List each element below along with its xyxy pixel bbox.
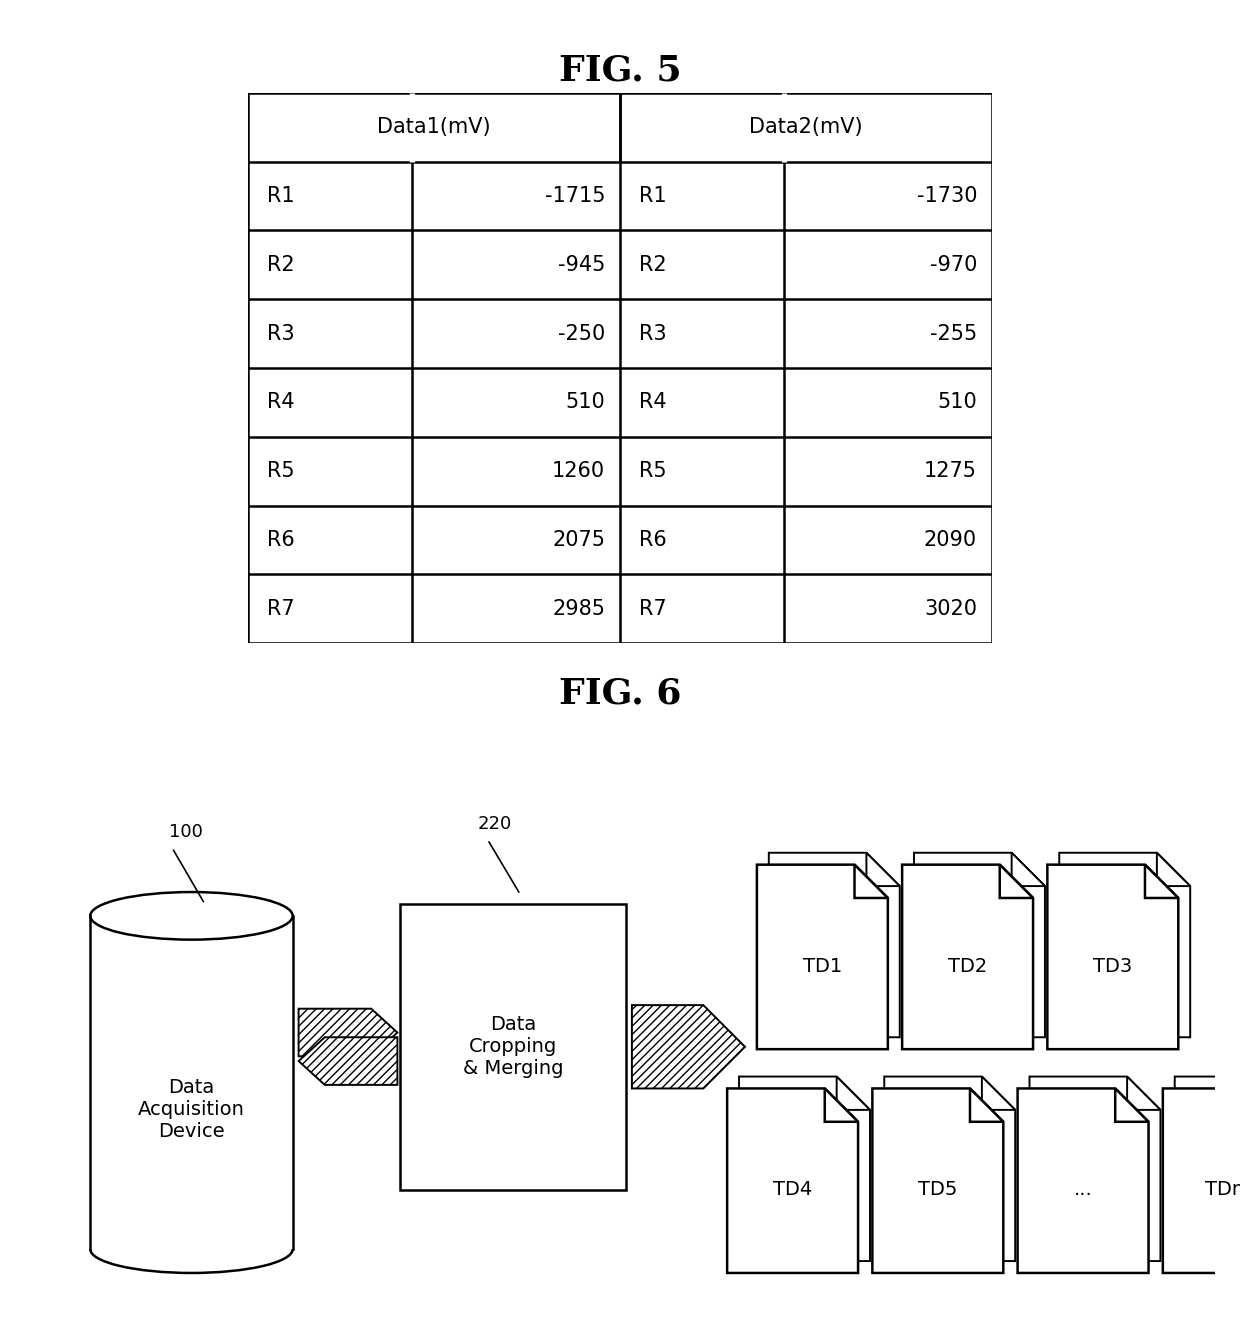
Polygon shape — [999, 865, 1033, 898]
Text: Data
Cropping
& Merging: Data Cropping & Merging — [463, 1016, 563, 1078]
Bar — [399, 904, 626, 1189]
Text: R3: R3 — [639, 324, 666, 343]
Text: 2985: 2985 — [552, 599, 605, 619]
Text: Data2(mV): Data2(mV) — [749, 117, 863, 137]
Text: 2075: 2075 — [552, 530, 605, 550]
Polygon shape — [1163, 1089, 1240, 1273]
Text: R4: R4 — [267, 392, 294, 412]
Polygon shape — [1018, 1089, 1148, 1273]
Text: R5: R5 — [639, 461, 666, 481]
Polygon shape — [756, 865, 888, 1049]
Polygon shape — [837, 1077, 870, 1110]
Polygon shape — [914, 853, 1045, 1037]
Text: TD2: TD2 — [947, 956, 987, 976]
Text: R7: R7 — [639, 599, 666, 619]
Text: R1: R1 — [267, 186, 294, 206]
Polygon shape — [1127, 1077, 1161, 1110]
Text: TDm: TDm — [1205, 1180, 1240, 1200]
Text: TD1: TD1 — [802, 956, 842, 976]
Text: -1730: -1730 — [916, 186, 977, 206]
Polygon shape — [1174, 1077, 1240, 1261]
Polygon shape — [1012, 853, 1045, 886]
Text: R6: R6 — [267, 530, 294, 550]
Text: R2: R2 — [267, 255, 294, 274]
Polygon shape — [1145, 865, 1178, 898]
Polygon shape — [769, 853, 900, 1037]
Polygon shape — [299, 1037, 397, 1085]
Polygon shape — [1059, 853, 1190, 1037]
Text: -970: -970 — [930, 255, 977, 274]
Text: -250: -250 — [558, 324, 605, 343]
Text: R5: R5 — [267, 461, 294, 481]
Text: Data1(mV): Data1(mV) — [377, 117, 491, 137]
Polygon shape — [825, 1089, 858, 1122]
Polygon shape — [854, 865, 888, 898]
Text: R4: R4 — [639, 392, 666, 412]
Text: 510: 510 — [565, 392, 605, 412]
Polygon shape — [632, 1005, 745, 1089]
Polygon shape — [903, 865, 1033, 1049]
Polygon shape — [970, 1089, 1003, 1122]
Polygon shape — [1157, 853, 1190, 886]
Text: FIG. 5: FIG. 5 — [559, 53, 681, 88]
Text: 100: 100 — [169, 823, 202, 841]
Text: R7: R7 — [267, 599, 294, 619]
Text: 2090: 2090 — [924, 530, 977, 550]
Text: R1: R1 — [639, 186, 666, 206]
Text: R3: R3 — [267, 324, 294, 343]
Polygon shape — [299, 1009, 397, 1057]
Polygon shape — [873, 1089, 1003, 1273]
Text: -1715: -1715 — [544, 186, 605, 206]
Text: ...: ... — [1074, 1180, 1092, 1200]
Text: FIG. 6: FIG. 6 — [559, 676, 681, 711]
Polygon shape — [1029, 1077, 1161, 1261]
Text: TD3: TD3 — [1094, 956, 1132, 976]
Text: 220: 220 — [477, 814, 512, 833]
Polygon shape — [739, 1077, 870, 1261]
Text: Data
Acquisition
Device: Data Acquisition Device — [138, 1078, 244, 1140]
Text: 1260: 1260 — [552, 461, 605, 481]
Text: R2: R2 — [639, 255, 666, 274]
Polygon shape — [1115, 1089, 1148, 1122]
Text: 1275: 1275 — [924, 461, 977, 481]
Polygon shape — [884, 1077, 1016, 1261]
Polygon shape — [727, 1089, 858, 1273]
Text: -255: -255 — [930, 324, 977, 343]
Text: TD4: TD4 — [773, 1180, 812, 1200]
Ellipse shape — [91, 892, 293, 940]
Text: TD5: TD5 — [918, 1180, 957, 1200]
Text: 510: 510 — [937, 392, 977, 412]
Polygon shape — [982, 1077, 1016, 1110]
Polygon shape — [867, 853, 900, 886]
Text: -945: -945 — [558, 255, 605, 274]
Text: 3020: 3020 — [924, 599, 977, 619]
Polygon shape — [1048, 865, 1178, 1049]
Text: R6: R6 — [639, 530, 666, 550]
